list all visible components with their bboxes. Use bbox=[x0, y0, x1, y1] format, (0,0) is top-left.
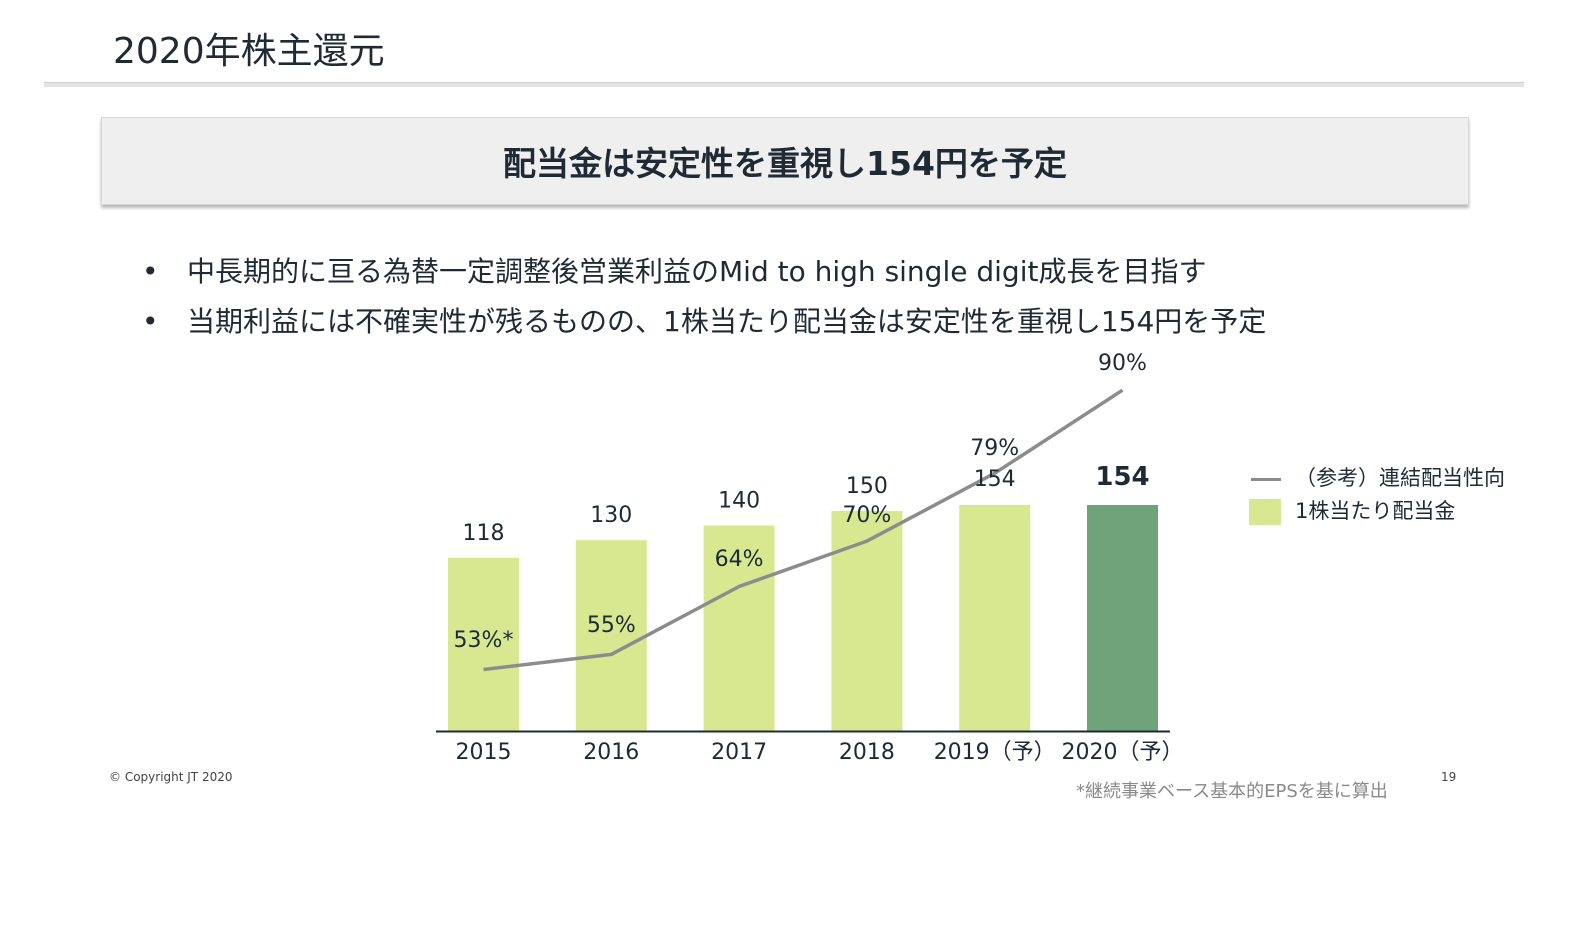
legend-item-payout-ratio: （参考）連結配当性向 bbox=[1249, 462, 1505, 495]
page-title: 2020年株主還元 bbox=[113, 31, 385, 72]
bar-0 bbox=[448, 557, 519, 731]
bar-4 bbox=[959, 505, 1031, 731]
bullet-glyph: • bbox=[142, 305, 159, 338]
bullet-text-1: 中長期的に亘る為替一定調整後営業利益のMid to high single di… bbox=[187, 255, 1207, 288]
bar-value-label-0: 118 bbox=[463, 521, 505, 546]
page-number: 19 bbox=[1441, 770, 1457, 784]
bullet-item-2: • 当期利益には不確実性が残るものの、1株当たり配当金は安定性を重視し154円を… bbox=[140, 302, 1266, 352]
payout-ratio-label-0: 53%* bbox=[454, 628, 514, 653]
copyright-text: © Copyright JT 2020 bbox=[109, 770, 233, 784]
x-tick-label-5: 2020（予） bbox=[1062, 740, 1184, 765]
payout-ratio-label-1: 55% bbox=[587, 613, 636, 638]
legend-label-dividend: 1株当たり配当金 bbox=[1295, 499, 1456, 523]
legend-label-payout-ratio: （参考）連結配当性向 bbox=[1295, 466, 1505, 490]
legend-item-dividend: 1株当たり配当金 bbox=[1249, 495, 1505, 528]
bullet-list: • 中長期的に亘る為替一定調整後営業利益のMid to high single … bbox=[140, 252, 1266, 352]
x-tick-label-0: 2015 bbox=[456, 740, 512, 765]
bar-value-label-4: 154 bbox=[974, 467, 1016, 492]
x-tick-label-4: 2019（予） bbox=[934, 740, 1056, 765]
payout-ratio-line bbox=[483, 388, 1124, 672]
chart-legend: （参考）連結配当性向 1株当たり配当金 bbox=[1249, 462, 1505, 528]
bar-value-label-1: 130 bbox=[590, 503, 632, 528]
bullet-glyph: • bbox=[142, 255, 159, 288]
headline-text: 配当金は安定性を重視し154円を予定 bbox=[503, 144, 1067, 183]
bar-5 bbox=[1087, 505, 1158, 731]
legend-line-swatch bbox=[1251, 478, 1281, 481]
title-divider bbox=[44, 82, 1524, 87]
bullet-item-1: • 中長期的に亘る為替一定調整後営業利益のMid to high single … bbox=[140, 252, 1266, 302]
bar-2 bbox=[703, 525, 775, 731]
bar-value-label-2: 140 bbox=[718, 489, 760, 514]
payout-ratio-label-5: 90% bbox=[1098, 351, 1147, 376]
legend-bar-swatch bbox=[1249, 499, 1281, 525]
payout-ratio-label-2: 64% bbox=[715, 547, 764, 572]
bar-1 bbox=[575, 540, 647, 731]
bar-value-label-3: 150 bbox=[846, 474, 888, 499]
payout-ratio-label-3: 70% bbox=[842, 503, 891, 528]
x-tick-label-2: 2017 bbox=[711, 740, 767, 765]
x-tick-label-1: 2016 bbox=[583, 740, 639, 765]
eps-footnote: *継続事業ベース基本的EPSを基に算出 bbox=[1076, 781, 1388, 802]
payout-ratio-label-4: 79% bbox=[970, 436, 1019, 461]
bullet-text-2: 当期利益には不確実性が残るものの、1株当たり配当金は安定性を重視し154円を予定 bbox=[187, 305, 1267, 338]
bar-value-label-5: 154 bbox=[1095, 462, 1149, 492]
headline-banner: 配当金は安定性を重視し154円を予定 bbox=[101, 117, 1469, 205]
bar-3 bbox=[831, 510, 903, 731]
x-tick-label-3: 2018 bbox=[839, 740, 895, 765]
